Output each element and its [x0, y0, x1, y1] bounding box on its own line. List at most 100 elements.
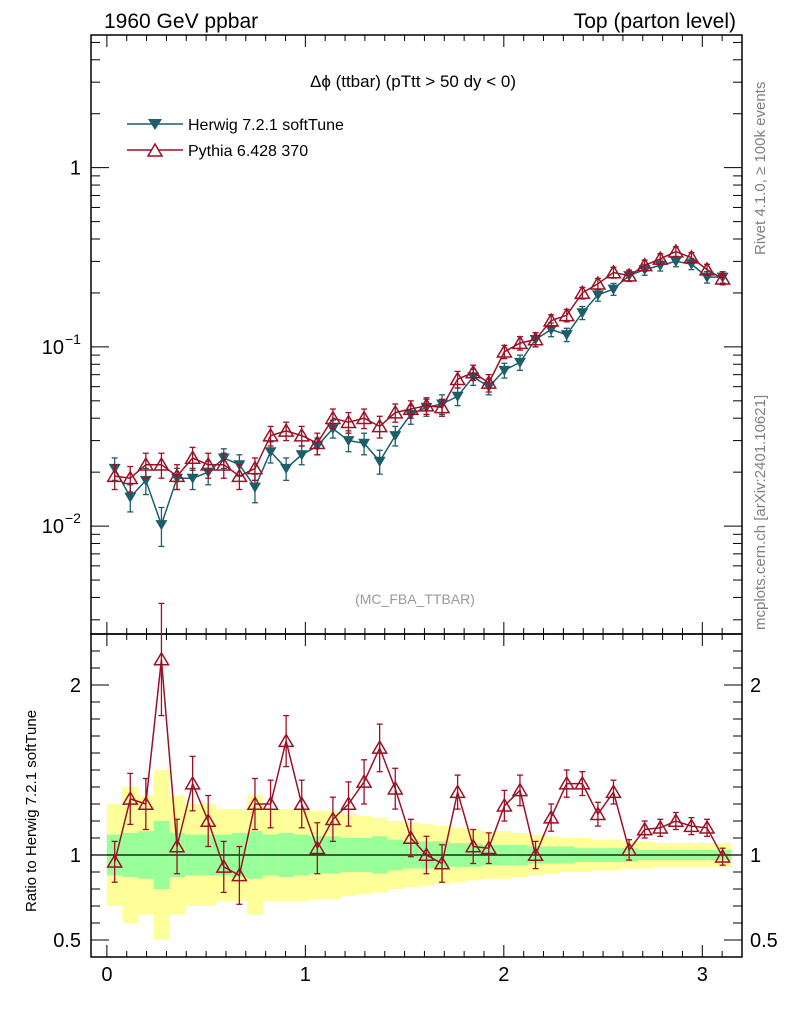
- pythia-point: [231, 468, 248, 483]
- pythia-ratio-point: [558, 775, 576, 790]
- pythia-point: [651, 250, 669, 265]
- pythia-point: [698, 261, 716, 276]
- ratio-y-tick-label-left: 2: [70, 675, 81, 697]
- pythia-ratio-point: [511, 782, 529, 797]
- pythia-ratio-point: [433, 855, 451, 870]
- pythia-point: [153, 456, 170, 471]
- pythia-ratio-point: [574, 775, 591, 790]
- pythia-point: [542, 312, 560, 327]
- legend-herwig-label: Herwig 7.2.1 softTune: [188, 117, 344, 134]
- herwig-point: [186, 473, 199, 484]
- pythia-point: [137, 456, 155, 471]
- herwig-point: [389, 431, 402, 442]
- pythia-ratio-point: [340, 795, 357, 810]
- pythia-ratio-point: [683, 817, 700, 833]
- legend-herwig-marker: [148, 119, 162, 130]
- herwig-point: [124, 492, 137, 503]
- pythia-point: [558, 307, 576, 322]
- pythia-point: [636, 257, 653, 272]
- pythia-point: [449, 371, 466, 386]
- plot-title: Δϕ (ttbar) (pTtt > 50 dy < 0): [310, 72, 516, 91]
- pythia-ratio-point: [542, 809, 560, 824]
- pythia-point: [418, 397, 435, 412]
- pythia-point: [371, 418, 388, 433]
- pythia-ratio-point: [464, 838, 482, 853]
- mcplots-label: mcplots.cern.ch [arXiv:2401.10621]: [752, 395, 769, 630]
- herwig-point: [342, 436, 355, 447]
- pythia-ratio-point: [589, 806, 607, 821]
- pythia-ratio-point: [636, 821, 653, 836]
- pythia-ratio-point: [620, 841, 638, 856]
- pythia-point: [246, 460, 264, 475]
- main-y-tick-label: 10: [42, 516, 64, 538]
- pythia-point: [433, 399, 451, 414]
- header-right-label: Top (parton level): [574, 10, 736, 33]
- pythia-ratio-point: [605, 783, 622, 799]
- pythia-point: [402, 400, 420, 416]
- pythia-ratio-point: [714, 848, 731, 863]
- pythia-main-line: [114, 250, 723, 479]
- pythia-ratio-point: [386, 780, 404, 795]
- pythia-ratio-point: [246, 795, 264, 810]
- pythia-point: [184, 449, 201, 464]
- herwig-point: [560, 330, 573, 341]
- header-left-label: 1960 GeV ppbar: [104, 10, 258, 33]
- pythia-point: [683, 249, 700, 264]
- pythia-ratio-point: [293, 795, 311, 810]
- pythia-ratio-point: [121, 790, 139, 805]
- x-tick-label: 0: [101, 964, 112, 986]
- analysis-tag: (MC_FBA_TTBAR): [355, 591, 475, 607]
- pythia-point: [527, 331, 544, 346]
- pythia-point: [340, 414, 357, 429]
- pythia-point: [464, 364, 482, 379]
- pythia-point: [355, 410, 373, 425]
- rivet-version-label: Rivet 4.1.0, ≥ 100k events: [752, 82, 769, 255]
- pythia-point: [589, 275, 607, 290]
- pythia-point: [277, 422, 295, 437]
- pythia-ratio-point: [277, 732, 295, 748]
- pythia-point: [714, 270, 731, 285]
- herwig-point: [280, 463, 293, 475]
- main-y-tick-label: 10: [42, 337, 64, 359]
- pythia-point: [199, 456, 217, 471]
- legend-pythia-marker: [146, 142, 164, 157]
- pythia-ratio-point: [527, 846, 544, 861]
- herwig-point: [451, 391, 464, 403]
- herwig-point: [155, 520, 168, 531]
- main-y-tick-exponent: −2: [65, 510, 81, 526]
- x-tick-label: 2: [498, 964, 509, 986]
- pythia-ratio-point: [449, 783, 466, 799]
- pythia-ratio-point: [355, 773, 373, 788]
- herwig-point: [607, 284, 620, 295]
- main-y-tick-label: 1: [70, 158, 81, 180]
- pythia-ratio-point: [698, 819, 716, 834]
- main-y-tick-exponent: −1: [65, 331, 81, 347]
- ratio-y-tick-label-right: 0.5: [750, 930, 778, 952]
- ratio-y-axis-label: Ratio to Herwig 7.2.1 softTune: [23, 710, 40, 912]
- legend: Herwig 7.2.1 softTune Pythia 6.428 370: [127, 117, 344, 160]
- pythia-point: [293, 427, 311, 442]
- pythia-point: [496, 343, 513, 358]
- pythia-point: [511, 334, 529, 350]
- pythia-point: [480, 374, 498, 389]
- pythia-ratio-point: [418, 846, 435, 861]
- pythia-ratio-point: [153, 651, 170, 666]
- pythia-ratio-point: [667, 812, 685, 827]
- herwig-point: [373, 456, 386, 467]
- pythia-point: [262, 427, 279, 442]
- x-tick-label: 1: [300, 964, 311, 986]
- pythia-ratio-point: [651, 819, 669, 834]
- pythia-ratio-point: [480, 840, 498, 855]
- herwig-point: [576, 308, 589, 319]
- x-tick-label: 3: [697, 964, 708, 986]
- ratio-y-tick-label-left: 0.5: [53, 930, 81, 952]
- herwig-point: [248, 482, 261, 493]
- herwig-point: [513, 357, 526, 369]
- ratio-y-tick-label-left: 1: [70, 845, 81, 867]
- herwig-point: [669, 256, 682, 268]
- pythia-ratio-point: [231, 867, 248, 882]
- pythia-point: [386, 404, 404, 419]
- pythia-ratio-point: [184, 775, 201, 790]
- pythia-point: [620, 267, 638, 282]
